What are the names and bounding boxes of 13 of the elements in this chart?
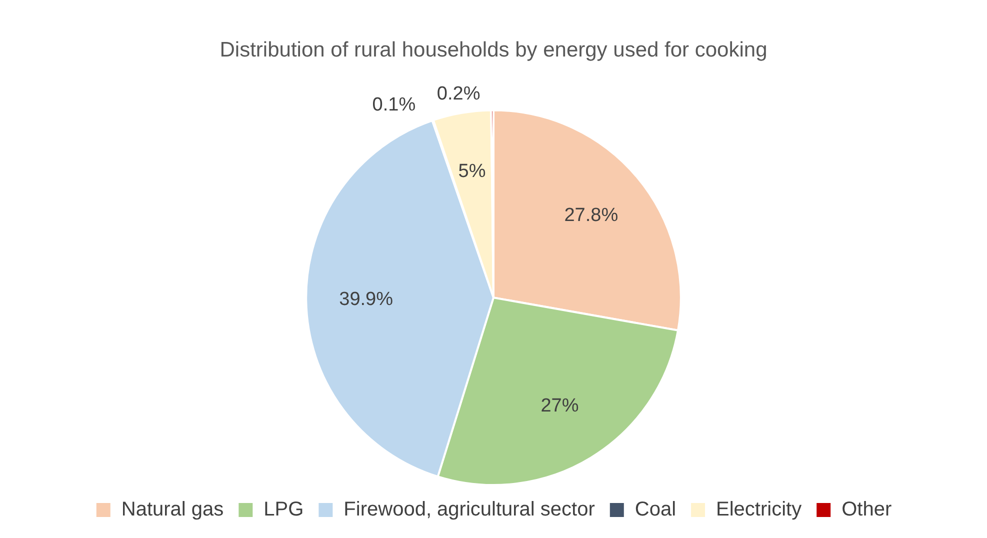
legend-label: Coal <box>634 498 676 521</box>
data-label: 27.8% <box>564 204 618 226</box>
legend-label: Electricity <box>716 498 802 521</box>
data-label: 5% <box>458 161 486 182</box>
chart-title: Distribution of rural households by energy used for cooking <box>220 38 768 62</box>
legend-label: LPG <box>264 498 304 521</box>
data-label: 0.1% <box>372 94 416 116</box>
legend-label: Natural gas <box>121 498 224 521</box>
legend-label: Other <box>842 498 892 521</box>
data-label: 39.9% <box>339 288 394 310</box>
data-label: 0.2% <box>436 83 480 104</box>
legend-label: Firewood, agricultural sector <box>344 498 596 521</box>
data-label: 27% <box>540 396 579 417</box>
